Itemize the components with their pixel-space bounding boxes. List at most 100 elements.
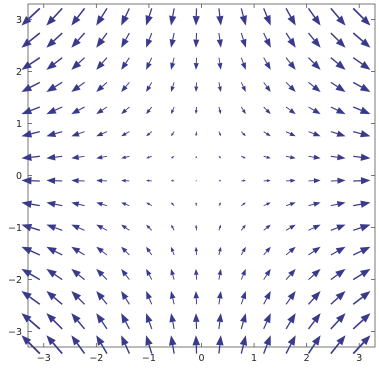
arrow-head: [146, 38, 153, 48]
arrow-head: [71, 335, 81, 346]
arrow-head: [240, 290, 247, 300]
arrow-head: [359, 106, 371, 115]
arrow-head: [218, 224, 221, 229]
arrow-shaft: [27, 341, 41, 355]
arrow-shaft: [28, 318, 41, 330]
field-arrow: [308, 81, 321, 92]
field-arrow: [352, 7, 371, 26]
arrow-head: [146, 61, 152, 70]
arrow-shaft: [218, 57, 221, 64]
field-arrow: [330, 201, 346, 208]
arrow-head: [21, 268, 32, 278]
arrow-head: [21, 83, 33, 92]
arrow-head: [46, 60, 57, 70]
field-arrow: [308, 57, 321, 70]
arrow-shaft: [218, 251, 221, 256]
arrow-head: [264, 61, 271, 70]
arrow-head: [287, 37, 296, 48]
field-arrow: [218, 156, 221, 159]
field-arrow: [285, 106, 296, 115]
arrow-head: [359, 224, 371, 232]
arrow-shaft: [29, 296, 41, 305]
arrow-shaft: [124, 8, 130, 17]
arrow-head: [218, 133, 221, 137]
arrow-shaft: [125, 203, 130, 207]
arrow-shaft: [29, 81, 41, 88]
field-arrow: [71, 268, 85, 281]
field-arrow: [71, 335, 86, 355]
field-arrow: [21, 268, 41, 281]
arrow-shaft: [263, 250, 268, 256]
field-arrow: [96, 290, 108, 305]
arrow-head: [96, 154, 103, 160]
field-arrow: [146, 106, 153, 115]
arrow-shaft: [330, 57, 339, 64]
arrow-shaft: [330, 203, 338, 207]
field-arrow: [169, 32, 176, 48]
arrow-head: [121, 268, 128, 277]
field-arrow: [194, 82, 199, 92]
arrow-head: [335, 246, 346, 255]
arrow-shaft: [263, 344, 268, 354]
arrow-head: [121, 202, 127, 206]
y-tick-label: 3: [16, 15, 22, 26]
field-arrow: [121, 155, 130, 159]
arrow-head: [239, 15, 247, 26]
field-arrow: [218, 131, 221, 137]
arrow-head: [312, 246, 321, 254]
arrow-head: [71, 37, 81, 48]
field-arrow: [330, 32, 346, 48]
arrow-shaft: [76, 7, 86, 19]
arrow-head: [265, 108, 271, 115]
arrow-head: [46, 15, 56, 26]
field-arrow: [121, 268, 130, 280]
arrow-head: [287, 15, 296, 26]
field-arrow: [170, 268, 175, 280]
arrow-head: [171, 246, 175, 252]
arrow-head: [193, 39, 200, 48]
field-arrow: [145, 313, 153, 330]
arrow-shaft: [241, 203, 244, 207]
arrow-shaft: [172, 251, 175, 256]
arrow-head: [216, 335, 224, 346]
field-arrow: [71, 154, 85, 160]
field-arrow: [240, 290, 247, 305]
field-arrow: [285, 335, 296, 354]
field-arrow: [169, 290, 176, 305]
arrow-head: [21, 61, 32, 70]
field-arrow: [308, 154, 321, 160]
field-arrow: [121, 313, 130, 330]
arrow-shaft: [330, 342, 340, 355]
arrow-shaft: [29, 273, 41, 281]
field-arrow: [263, 155, 271, 159]
arrow-shaft: [172, 8, 175, 17]
field-arrow: [71, 57, 86, 70]
field-arrow: [240, 82, 246, 92]
field-arrow: [121, 179, 130, 183]
arrow-head: [241, 85, 246, 92]
arrow-head: [265, 224, 271, 230]
field-arrow: [352, 106, 371, 115]
arrow-shaft: [101, 81, 108, 88]
field-arrow: [263, 106, 271, 115]
field-arrow: [121, 246, 130, 256]
arrow-shaft: [307, 320, 316, 330]
field-arrow: [330, 246, 346, 256]
field-arrow: [146, 131, 153, 137]
arrow-head: [121, 108, 128, 115]
arrow-head: [169, 38, 176, 48]
field-arrow: [240, 32, 247, 48]
field-arrow: [330, 154, 346, 161]
arrow-shaft: [172, 82, 175, 87]
field-arrow: [192, 313, 200, 329]
arrow-head: [121, 155, 127, 159]
arrow-shaft: [218, 32, 221, 40]
arrow-head: [264, 290, 271, 300]
arrow-head: [96, 131, 104, 137]
arrow-head: [336, 15, 346, 26]
field-arrow: [96, 131, 108, 137]
field-arrow: [285, 313, 296, 330]
field-arrow: [353, 130, 371, 138]
arrow-shaft: [148, 344, 153, 354]
arrow-shaft: [285, 131, 291, 135]
